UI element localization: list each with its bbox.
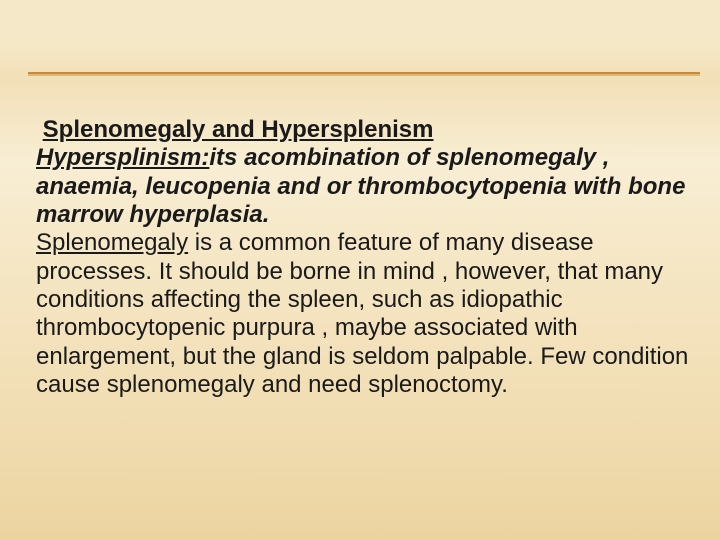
paragraph-block: Splenomegaly is a common feature of many… — [36, 229, 692, 399]
definition-term: Hypersplinism: — [36, 144, 209, 171]
definition-block: Hypersplinism:its acombination of spleno… — [36, 144, 692, 229]
title-line: Splenomegaly and Hypersplenism — [36, 116, 692, 144]
slide-content: Splenomegaly and Hypersplenism Hyperspli… — [36, 116, 692, 399]
paragraph-term: Splenomegaly — [36, 229, 188, 256]
horizontal-rule — [28, 72, 700, 74]
slide-title: Splenomegaly and Hypersplenism — [43, 116, 434, 143]
